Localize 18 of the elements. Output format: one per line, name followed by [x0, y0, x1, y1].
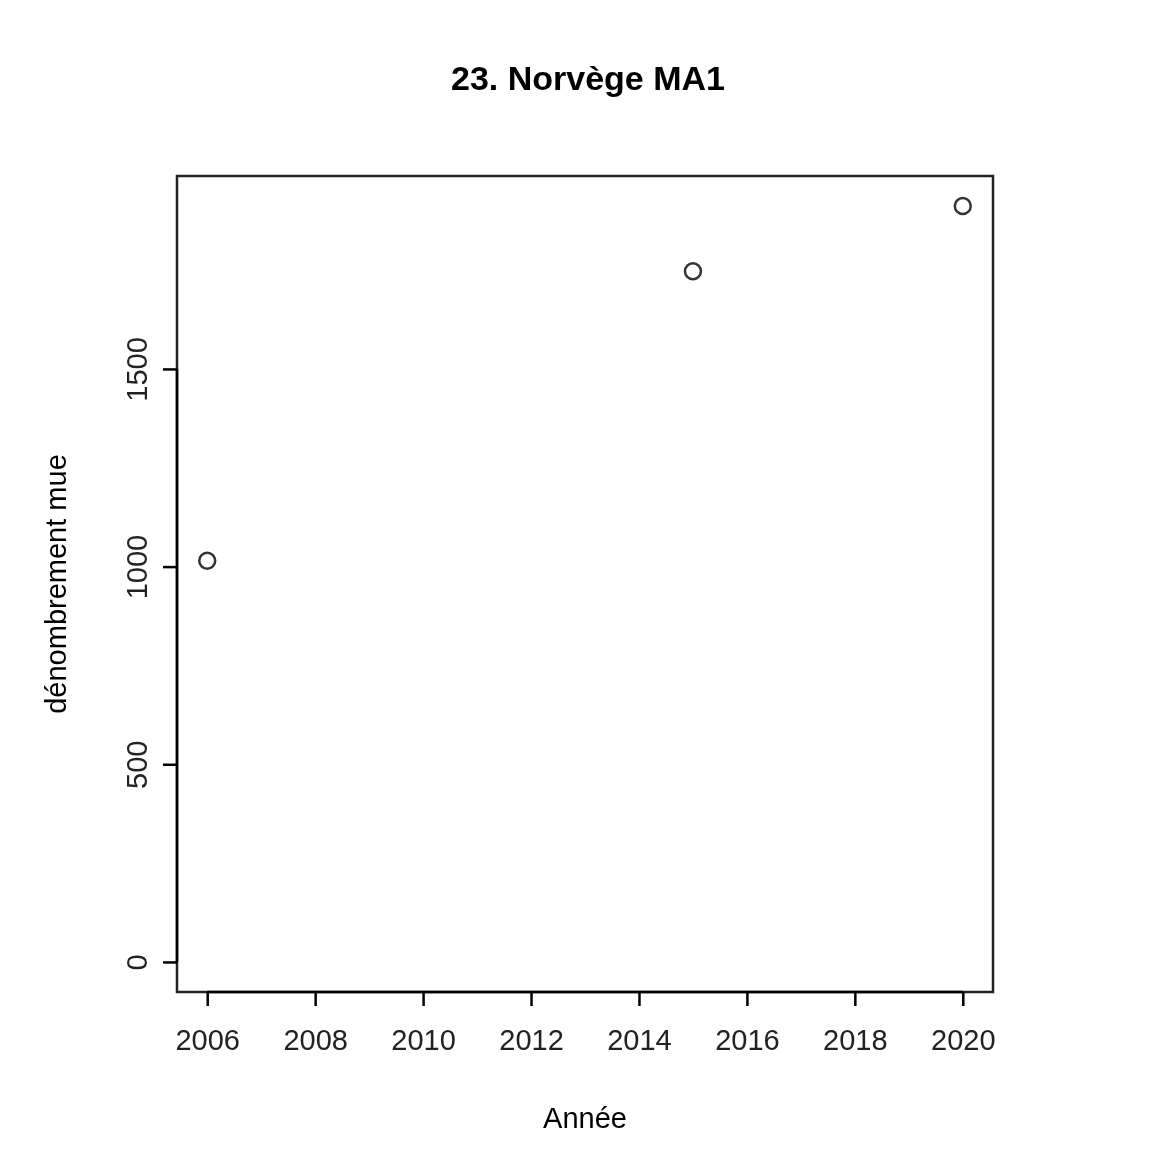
x-tick-label: 2006 [175, 1023, 240, 1056]
x-tick-label: 2008 [283, 1023, 348, 1056]
y-axis-title: dénombrement mue [40, 454, 72, 714]
point [683, 262, 703, 281]
x-axis-title: Année [543, 1102, 627, 1134]
y-tick-label: 500 [121, 740, 154, 789]
x-tick-label: 2010 [391, 1023, 456, 1056]
x-tick-label: 2018 [823, 1023, 888, 1056]
x-tick-label: 2016 [715, 1023, 780, 1056]
y-tick-label: 1000 [121, 534, 154, 600]
chart-title: 23. Norvège MA1 [451, 59, 725, 97]
y-tick-label: 0 [121, 954, 154, 971]
point [953, 196, 973, 216]
x-tick-label: 2020 [931, 1023, 996, 1056]
y-tick-label: 1500 [121, 337, 154, 402]
x-tick-label: 2012 [499, 1023, 564, 1056]
x-tick-label: 2014 [607, 1023, 672, 1056]
point [197, 551, 217, 570]
